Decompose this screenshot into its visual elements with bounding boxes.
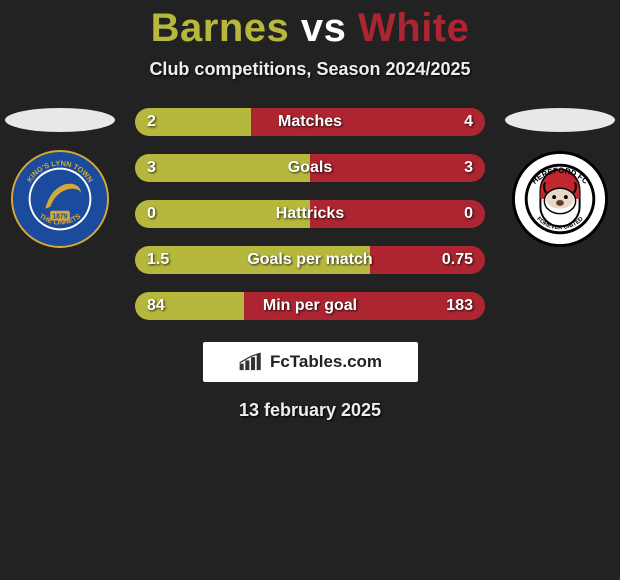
stat-row: 24Matches	[135, 108, 485, 136]
subtitle: Club competitions, Season 2024/2025	[0, 59, 620, 80]
club-b-badge: HEREFORD FC FOREVER UNITED	[511, 150, 609, 248]
comparison-content: 1879 KING'S LYNN TOWN THE LINNETS	[0, 108, 620, 421]
stat-label: Hattricks	[135, 205, 485, 223]
footer-date: 13 february 2025	[0, 400, 620, 421]
stat-label: Matches	[135, 113, 485, 131]
player-a-column: 1879 KING'S LYNN TOWN THE LINNETS	[5, 108, 115, 248]
stat-label: Min per goal	[135, 297, 485, 315]
stat-label: Goals	[135, 159, 485, 177]
stat-row: 33Goals	[135, 154, 485, 182]
player-b-name: White	[358, 6, 469, 50]
club-b-badge-icon: HEREFORD FC FOREVER UNITED	[511, 147, 609, 251]
club-a-badge-icon: 1879 KING'S LYNN TOWN THE LINNETS	[11, 150, 109, 248]
player-a-name: Barnes	[151, 6, 290, 50]
player-b-column: HEREFORD FC FOREVER UNITED	[505, 108, 615, 248]
stat-bars: 24Matches 33Goals 00Hattricks 1.50.75Goals …	[135, 108, 485, 320]
vs-label: vs	[301, 6, 347, 50]
club-a-badge: 1879 KING'S LYNN TOWN THE LINNETS	[11, 150, 109, 248]
player-a-ellipse	[5, 108, 115, 132]
stat-row: 1.50.75Goals per match	[135, 246, 485, 274]
chart-icon	[238, 352, 264, 372]
stat-row: 84183Min per goal	[135, 292, 485, 320]
player-b-ellipse	[505, 108, 615, 132]
stat-row: 00Hattricks	[135, 200, 485, 228]
brand-box[interactable]: FcTables.com	[203, 342, 418, 382]
brand-label: FcTables.com	[270, 352, 382, 372]
stat-label: Goals per match	[135, 251, 485, 269]
page-title: Barnes vs White	[0, 0, 620, 51]
